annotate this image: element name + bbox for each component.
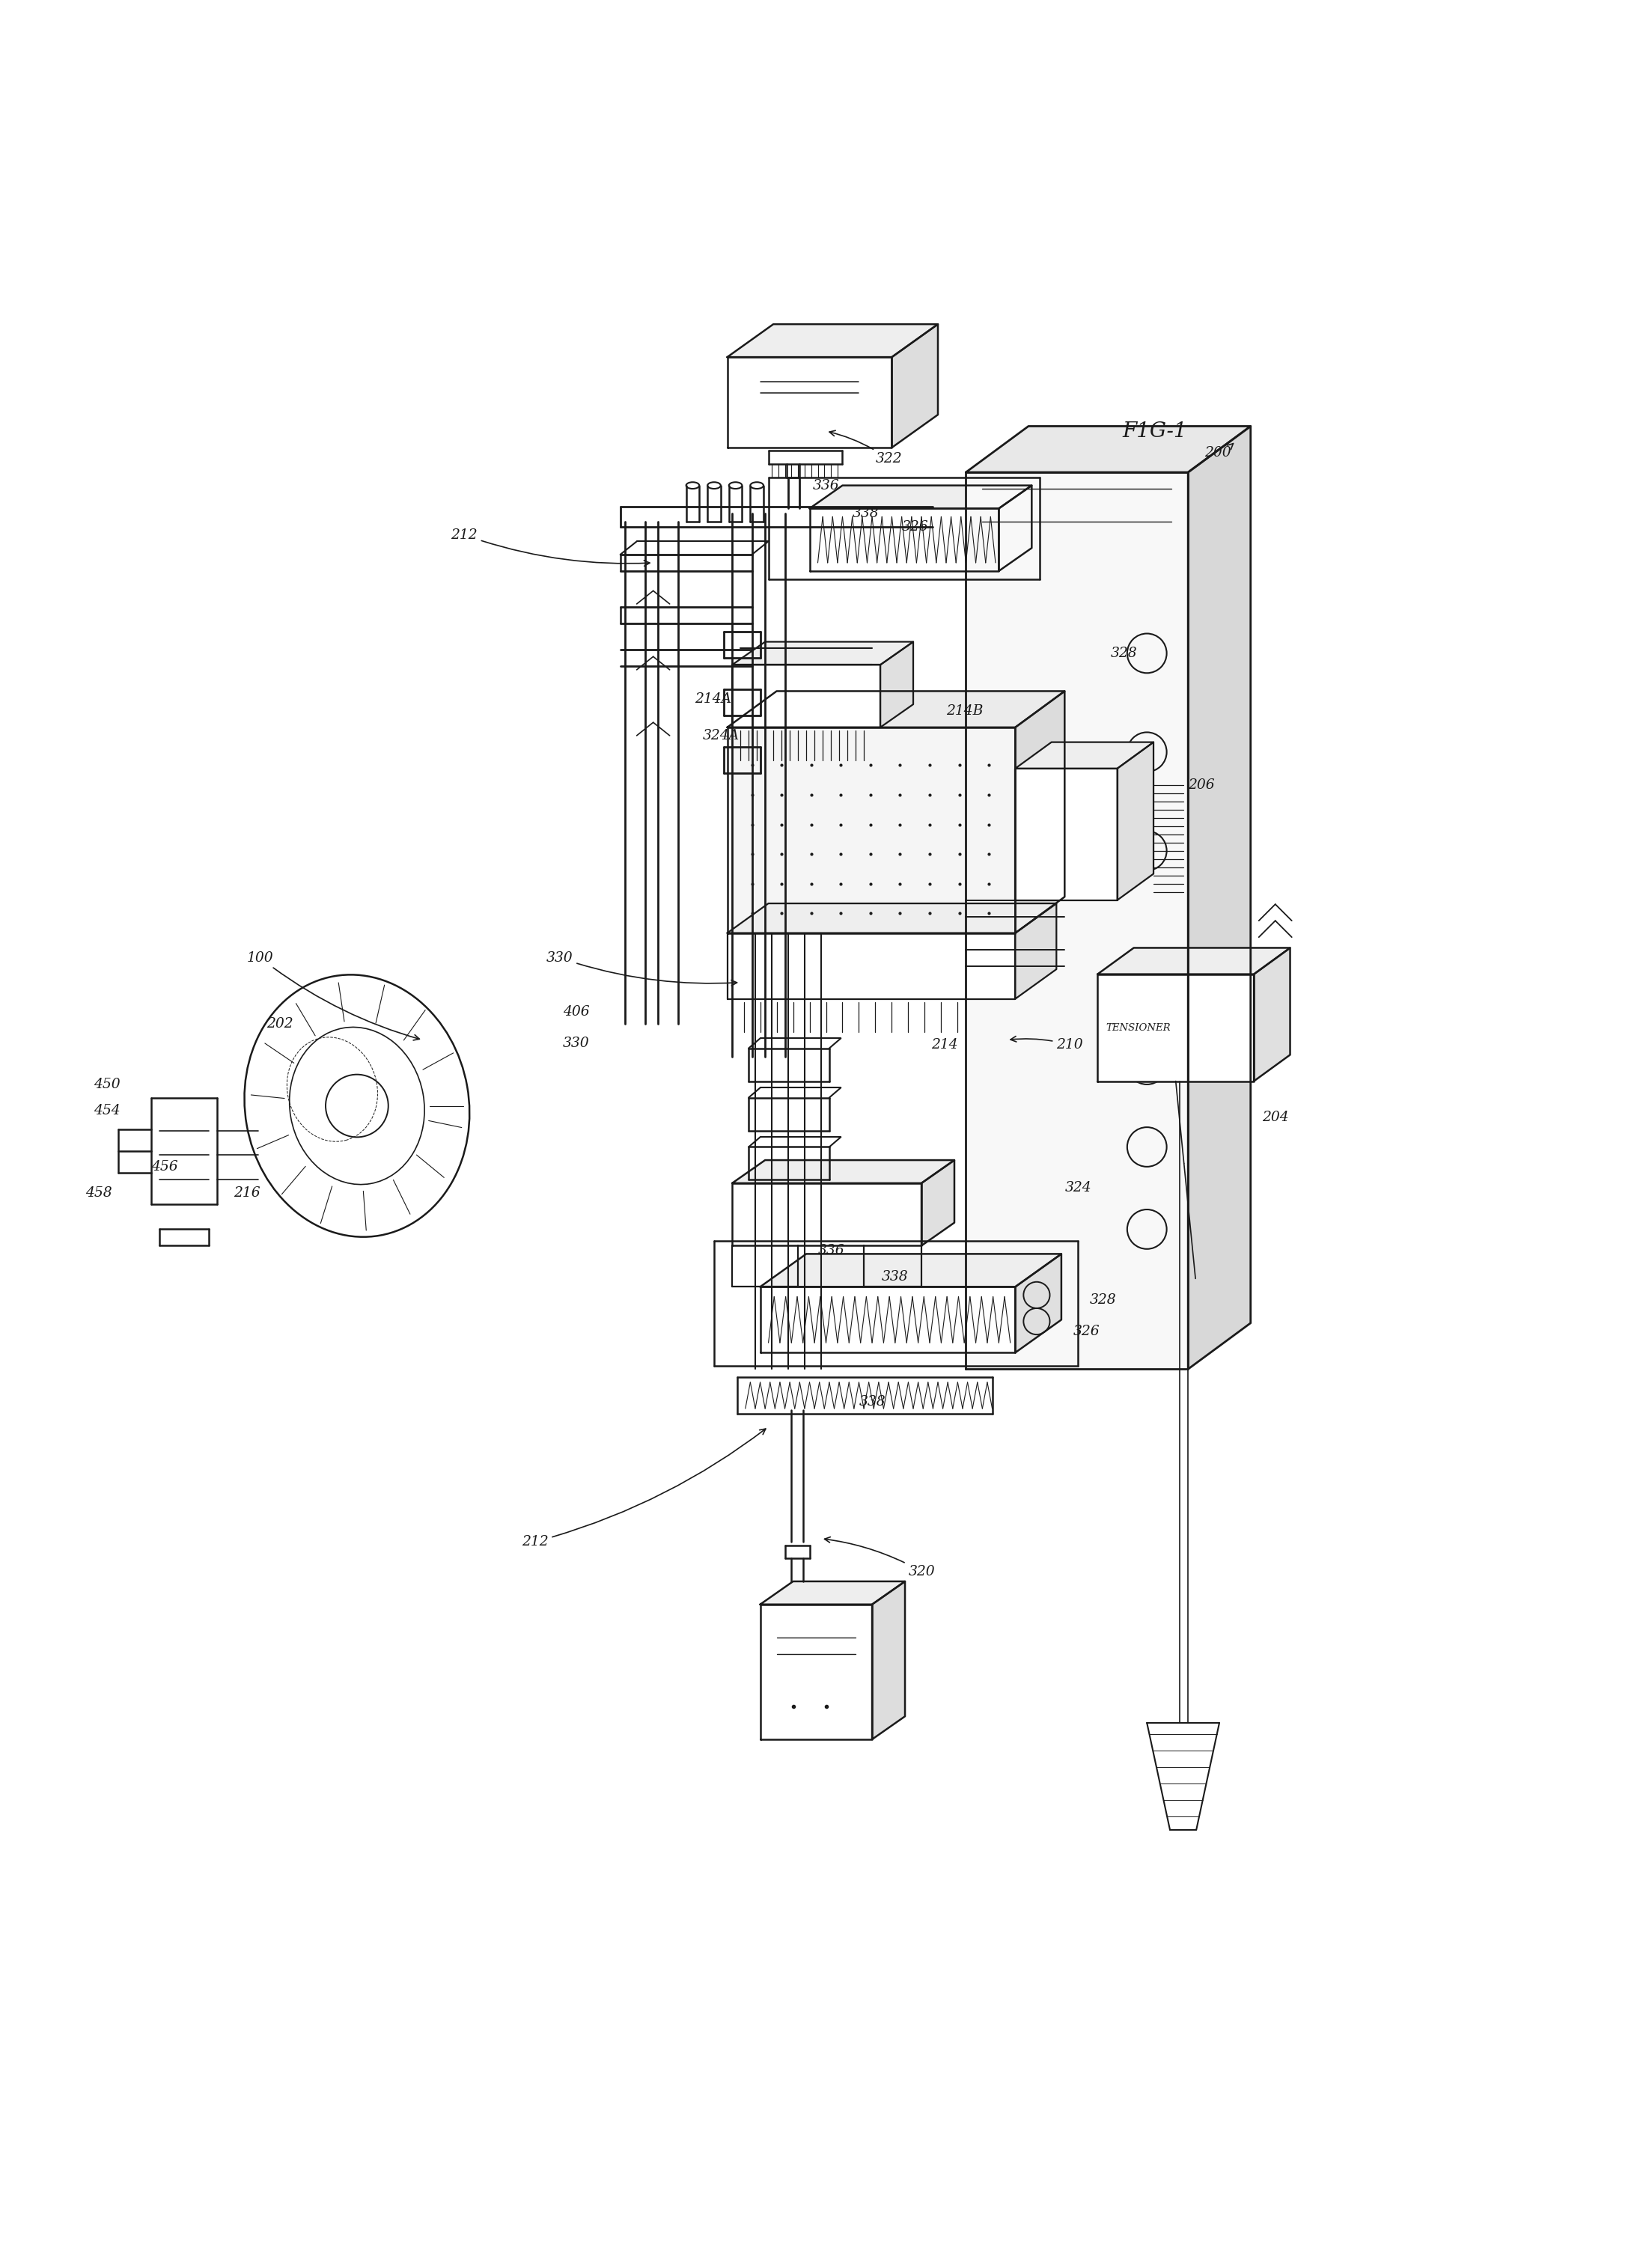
Polygon shape <box>966 473 1188 1370</box>
Polygon shape <box>1097 947 1290 974</box>
Text: F1G-1: F1G-1 <box>1122 421 1188 441</box>
Text: 206: 206 <box>1188 778 1214 791</box>
Polygon shape <box>966 427 1251 473</box>
Text: 328: 328 <box>1110 647 1137 660</box>
Polygon shape <box>727 323 938 357</box>
Text: 202: 202 <box>266 1017 292 1031</box>
Polygon shape <box>727 357 892 448</box>
Text: 456: 456 <box>152 1160 178 1173</box>
Polygon shape <box>727 692 1064 728</box>
Text: 336: 336 <box>813 479 839 493</box>
Text: 204: 204 <box>1262 1110 1289 1124</box>
Text: 338: 338 <box>852 506 879 520</box>
Text: 330: 330 <box>547 952 737 986</box>
Polygon shape <box>999 486 1032 572</box>
Polygon shape <box>732 1160 955 1183</box>
Polygon shape <box>881 642 914 728</box>
Text: 320: 320 <box>824 1537 935 1578</box>
Polygon shape <box>727 934 1016 999</box>
Text: 338: 338 <box>882 1271 909 1284</box>
Text: 214: 214 <box>932 1038 958 1051</box>
Polygon shape <box>892 323 938 448</box>
Text: 210: 210 <box>1011 1036 1084 1051</box>
Polygon shape <box>1188 427 1251 1370</box>
Polygon shape <box>760 1580 905 1605</box>
Text: 458: 458 <box>86 1187 112 1201</box>
Polygon shape <box>727 904 1056 934</box>
Polygon shape <box>809 486 1032 509</box>
Text: 326: 326 <box>1072 1325 1100 1339</box>
Polygon shape <box>1016 1255 1061 1352</box>
Polygon shape <box>727 728 1016 934</box>
Text: 450: 450 <box>94 1078 121 1092</box>
Text: 326: 326 <box>902 520 928 534</box>
Text: 216: 216 <box>233 1187 261 1201</box>
Polygon shape <box>760 1287 1016 1352</box>
Polygon shape <box>922 1160 955 1246</box>
Text: 338: 338 <box>859 1395 885 1409</box>
Polygon shape <box>1097 974 1254 1081</box>
Polygon shape <box>732 665 881 728</box>
Text: 322: 322 <box>829 430 902 466</box>
Polygon shape <box>872 1580 905 1739</box>
Polygon shape <box>1254 947 1290 1081</box>
Text: 330: 330 <box>563 1036 590 1049</box>
Text: 212: 212 <box>522 1429 765 1549</box>
Polygon shape <box>760 1605 872 1739</box>
Text: 100: 100 <box>246 952 420 1040</box>
Text: 336: 336 <box>818 1244 844 1257</box>
Polygon shape <box>1016 692 1064 934</box>
Text: TENSIONER: TENSIONER <box>1105 1022 1171 1033</box>
Polygon shape <box>760 1255 1061 1287</box>
Text: 200: 200 <box>1204 443 1234 459</box>
Polygon shape <box>1016 769 1117 900</box>
Polygon shape <box>1117 742 1153 900</box>
Text: 214B: 214B <box>947 703 983 717</box>
Polygon shape <box>732 1183 922 1246</box>
Text: 212: 212 <box>451 529 649 565</box>
Text: 406: 406 <box>563 1006 590 1020</box>
Polygon shape <box>1016 742 1153 769</box>
Text: 324A: 324A <box>702 728 740 742</box>
Polygon shape <box>809 509 999 572</box>
Text: 328: 328 <box>1089 1293 1117 1307</box>
Text: 324: 324 <box>1064 1180 1092 1194</box>
Polygon shape <box>1016 904 1056 999</box>
Text: 214A: 214A <box>694 692 732 705</box>
Polygon shape <box>732 642 914 665</box>
Text: 454: 454 <box>94 1103 121 1117</box>
